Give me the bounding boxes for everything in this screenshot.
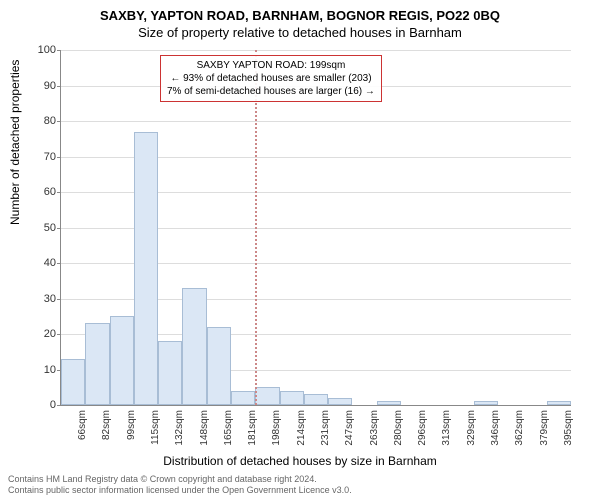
xtick-label: 379sqm: [539, 410, 550, 446]
xtick-label: 296sqm: [417, 410, 428, 446]
histogram-bar: [207, 327, 231, 405]
xtick-label: 362sqm: [514, 410, 525, 446]
ytick-mark: [57, 121, 61, 122]
ytick-label: 100: [26, 44, 56, 56]
xtick-label: 198sqm: [271, 410, 282, 446]
histogram-bar: [134, 132, 158, 405]
footer-line-2: Contains public sector information licen…: [8, 485, 592, 496]
ytick-label: 90: [26, 80, 56, 92]
ytick-mark: [57, 86, 61, 87]
histogram-bar: [182, 288, 206, 405]
xtick-label: 313sqm: [441, 410, 452, 446]
xtick-label: 82sqm: [101, 410, 112, 440]
ytick-label: 50: [26, 222, 56, 234]
histogram-bar: [110, 316, 134, 405]
footer-attribution: Contains HM Land Registry data © Crown c…: [0, 472, 600, 498]
ytick-label: 60: [26, 186, 56, 198]
xtick-label: 132sqm: [174, 410, 185, 446]
ytick-mark: [57, 50, 61, 51]
y-axis-label: Number of detached properties: [8, 60, 22, 225]
ytick-mark: [57, 192, 61, 193]
xtick-label: 214sqm: [296, 410, 307, 446]
ytick-mark: [57, 157, 61, 158]
annotation-line-2: ← 93% of detached houses are smaller (20…: [167, 72, 375, 85]
ytick-mark: [57, 405, 61, 406]
xtick-label: 115sqm: [150, 410, 161, 445]
xtick-label: 280sqm: [393, 410, 404, 446]
histogram-bar: [280, 391, 304, 405]
ytick-mark: [57, 334, 61, 335]
chart-title-sub: Size of property relative to detached ho…: [0, 23, 600, 40]
ytick-label: 20: [26, 328, 56, 340]
histogram-bar: [158, 341, 182, 405]
chart-title-main: SAXBY, YAPTON ROAD, BARNHAM, BOGNOR REGI…: [0, 0, 600, 23]
ytick-label: 40: [26, 257, 56, 269]
histogram-bar: [231, 391, 255, 405]
histogram-bar: [85, 323, 109, 405]
histogram-bar: [474, 401, 498, 405]
ytick-label: 10: [26, 364, 56, 376]
xtick-label: 346sqm: [490, 410, 501, 446]
ytick-label: 30: [26, 293, 56, 305]
xtick-label: 165sqm: [223, 410, 234, 446]
xtick-label: 231sqm: [320, 410, 331, 446]
xtick-label: 99sqm: [126, 410, 137, 440]
annotation-line-3: 7% of semi-detached houses are larger (1…: [167, 85, 375, 98]
ytick-label: 70: [26, 151, 56, 163]
xtick-label: 148sqm: [199, 410, 210, 446]
xtick-label: 66sqm: [77, 410, 88, 440]
ytick-mark: [57, 263, 61, 264]
ytick-mark: [57, 228, 61, 229]
histogram-bar: [255, 387, 279, 405]
xtick-label: 395sqm: [563, 410, 574, 446]
ytick-label: 0: [26, 399, 56, 411]
gridline: [61, 50, 571, 51]
histogram-bar: [304, 394, 328, 405]
x-axis-label: Distribution of detached houses by size …: [0, 454, 600, 468]
footer-line-1: Contains HM Land Registry data © Crown c…: [8, 474, 592, 485]
reference-line: [255, 50, 257, 405]
ytick-mark: [57, 299, 61, 300]
ytick-label: 80: [26, 115, 56, 127]
histogram-bar: [328, 398, 352, 405]
xtick-label: 329sqm: [466, 410, 477, 446]
annotation-box: SAXBY YAPTON ROAD: 199sqm ← 93% of detac…: [160, 55, 382, 102]
xtick-label: 247sqm: [344, 410, 355, 446]
xtick-label: 263sqm: [369, 410, 380, 446]
chart-area: 010203040506070809010066sqm82sqm99sqm115…: [60, 50, 570, 405]
annotation-line-1: SAXBY YAPTON ROAD: 199sqm: [167, 59, 375, 72]
histogram-bar: [377, 401, 401, 405]
histogram-bar: [61, 359, 85, 405]
gridline: [61, 121, 571, 122]
plot-region: 010203040506070809010066sqm82sqm99sqm115…: [60, 50, 571, 406]
histogram-bar: [547, 401, 571, 405]
xtick-label: 181sqm: [247, 410, 258, 446]
